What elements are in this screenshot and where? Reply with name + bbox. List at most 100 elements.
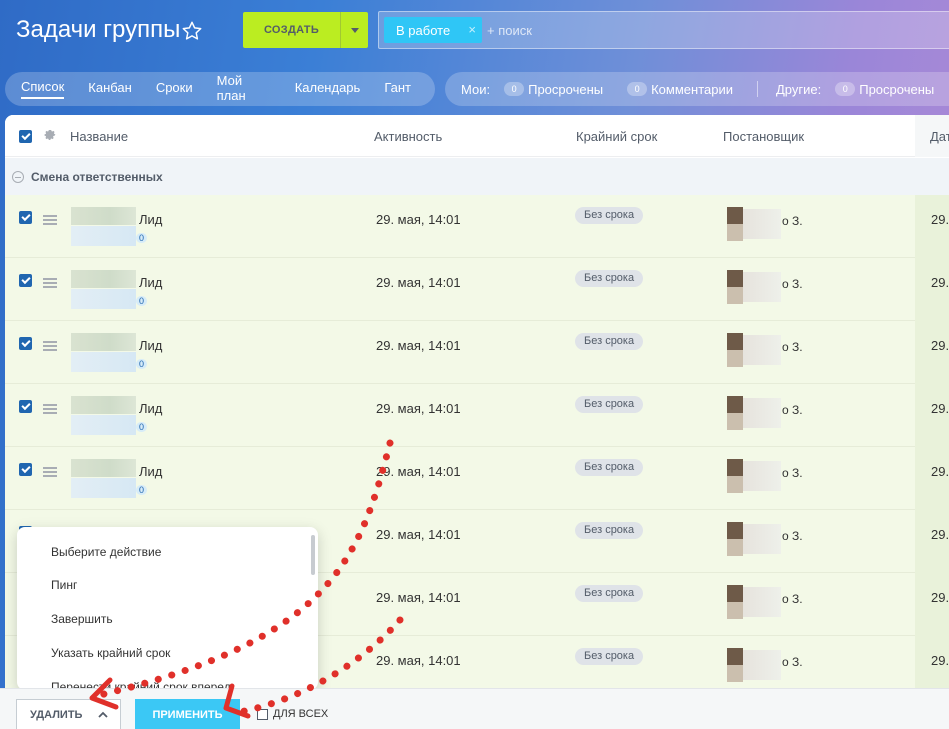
creator-name[interactable]: о З. [782,403,803,417]
tab-my-plan[interactable]: Мой план [216,72,246,103]
drag-handle-icon[interactable] [43,467,57,477]
drag-handle-icon[interactable] [43,404,57,414]
group-action-menu: Выберите действие Пинг Завершить Указать… [17,527,318,690]
counter-others-overdue[interactable]: 0 Просрочены [835,82,934,97]
column-activity[interactable]: Активность [374,129,443,144]
for-all-checkbox[interactable]: ДЛЯ ВСЕХ [257,708,328,720]
avatar [727,207,743,241]
creator-name[interactable]: о З. [782,466,803,480]
collapse-icon[interactable] [12,171,24,183]
row-checkbox[interactable] [19,463,32,476]
comments-count: 0 [136,296,148,306]
tab-list[interactable]: Список [21,79,65,99]
menu-scrollbar[interactable] [311,535,315,575]
blurred-creator-name [743,335,781,365]
for-all-checkbox-box[interactable] [257,708,268,720]
date-cell: 29. [915,573,949,636]
deadline-badge[interactable]: Без срока [575,333,644,350]
avatar [727,585,743,619]
star-icon[interactable] [181,20,203,42]
blurred-task-subtitle [71,415,136,435]
deadline-badge[interactable]: Без срока [575,459,644,476]
create-dropdown-arrow[interactable] [340,12,368,48]
action-select[interactable]: УДАЛИТЬ [16,699,121,729]
comments-count: 0 [136,422,148,432]
counter-badge: 0 [835,82,856,96]
tab-deadlines[interactable]: Сроки [155,80,193,95]
deadline-badge[interactable]: Без срока [575,522,644,539]
column-creator[interactable]: Постановщик [723,129,805,144]
date-cell: 29. [915,321,949,384]
avatar [727,396,743,430]
date-value: 29. [931,527,949,542]
tab-kanban[interactable]: Канбан [88,80,132,95]
task-name[interactable]: Лид [139,464,163,479]
task-name[interactable]: Лид [139,212,163,227]
row-checkbox[interactable] [19,274,32,287]
column-date[interactable]: Дат [930,129,949,144]
blurred-task-subtitle [71,478,136,498]
menu-item-complete[interactable]: Завершить [51,612,113,626]
table-row[interactable]: Лид 0 29. мая, 14:01 Без срока о З. 29. [5,447,949,510]
blurred-task-title [71,333,136,351]
blurred-task-subtitle [71,289,136,309]
deadline-badge[interactable]: Без срока [575,648,644,665]
creator-name[interactable]: о З. [782,529,803,543]
task-name[interactable]: Лид [139,338,163,353]
gear-icon[interactable] [43,128,57,142]
drag-handle-icon[interactable] [43,215,57,225]
drag-handle-icon[interactable] [43,341,57,351]
create-button[interactable]: СОЗДАТЬ [243,12,368,48]
deadline-badge[interactable]: Без срока [575,585,644,602]
task-name[interactable]: Лид [139,275,163,290]
counter-label: Комментарии [651,81,733,97]
blurred-task-title [71,270,136,288]
creator-name[interactable]: о З. [782,340,803,354]
filter-chip-label: В работе [396,22,451,38]
menu-item-set-deadline[interactable]: Указать крайний срок [51,646,171,660]
menu-item-choose-action[interactable]: Выберите действие [51,545,162,559]
avatar [727,648,743,682]
creator-name[interactable]: о З. [782,655,803,669]
tab-gantt[interactable]: Гант [384,80,411,95]
filter-search-box[interactable]: В работе × [378,11,949,49]
table-row[interactable]: Лид 0 29. мая, 14:01 Без срока о З. 29. [5,321,949,384]
activity-date: 29. мая, 14:01 [376,212,461,227]
blurred-creator-name [743,209,781,239]
counter-divider [757,81,758,97]
creator-name[interactable]: о З. [782,592,803,606]
activity-date: 29. мая, 14:01 [376,275,461,290]
row-checkbox[interactable] [19,400,32,413]
creator-name[interactable]: о З. [782,214,803,228]
tab-calendar[interactable]: Календарь [294,80,361,95]
close-icon[interactable]: × [468,22,476,37]
search-input[interactable] [487,20,787,40]
select-all-checkbox[interactable] [19,130,32,143]
deadline-badge[interactable]: Без срока [575,396,644,413]
date-value: 29. [931,275,949,290]
table-row[interactable]: Лид 0 29. мая, 14:01 Без срока о З. 29. [5,258,949,321]
apply-button[interactable]: ПРИМЕНИТЬ [135,699,240,729]
table-row[interactable]: Лид 0 29. мая, 14:01 Без срока о З. 29. [5,195,949,258]
filter-chip-in-work[interactable]: В работе × [384,17,482,43]
activity-date: 29. мая, 14:01 [376,653,461,668]
counter-mine-overdue[interactable]: 0 Просрочены [504,82,603,97]
counter-label: Просрочены [859,81,935,97]
column-name[interactable]: Название [70,129,129,144]
group-row: Смена ответственных [5,158,949,196]
menu-item-ping[interactable]: Пинг [51,578,78,592]
table-row[interactable]: Лид 0 29. мая, 14:01 Без срока о З. 29. [5,384,949,447]
counter-label: Просрочены [528,81,604,97]
deadline-badge[interactable]: Без срока [575,207,644,224]
drag-handle-icon[interactable] [43,278,57,288]
avatar [727,522,743,556]
task-name[interactable]: Лид [139,401,163,416]
creator-name[interactable]: о З. [782,277,803,291]
row-checkbox[interactable] [19,211,32,224]
action-select-value: УДАЛИТЬ [30,708,83,721]
column-deadline[interactable]: Крайний срок [576,129,658,144]
comments-count: 0 [136,485,148,495]
counter-mine-comments[interactable]: 0 Комментарии [627,82,733,97]
deadline-badge[interactable]: Без срока [575,270,644,287]
row-checkbox[interactable] [19,337,32,350]
